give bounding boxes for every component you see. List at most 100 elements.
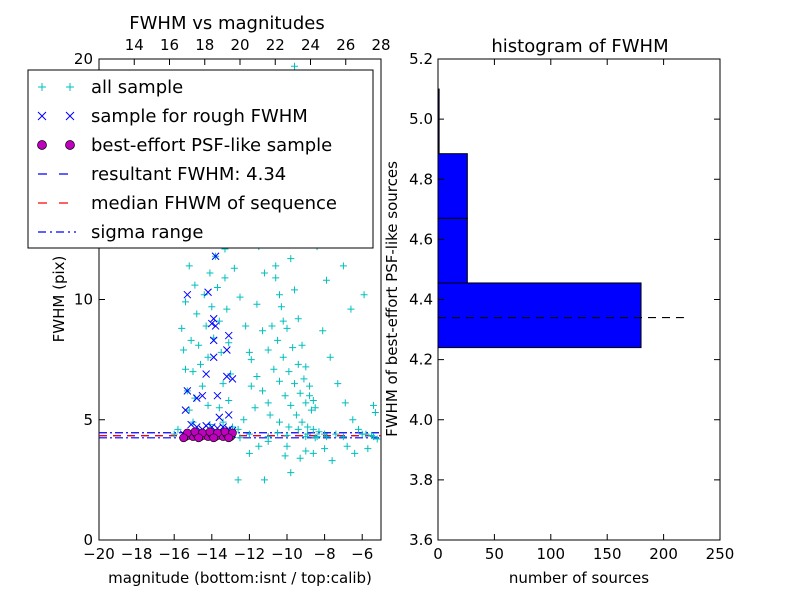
- point-0-88: [266, 411, 274, 419]
- hist-x-tick-label-4: 200: [649, 545, 678, 563]
- histogram-bar-2: [437, 153, 468, 219]
- legend-marker-2-1: [65, 140, 75, 150]
- point-0-17: [208, 303, 216, 311]
- point-0-121: [347, 305, 355, 313]
- point-0-38: [219, 418, 227, 426]
- point-1-13: [202, 370, 211, 378]
- point-0-73: [274, 336, 282, 344]
- histogram-bars: [437, 88, 642, 349]
- point-0-126: [343, 442, 351, 450]
- point-0-137: [296, 454, 304, 462]
- scatter-x-ticks: −20 −18 −16 −14 −12 −10 −8 −6: [83, 534, 373, 563]
- point-0-112: [319, 327, 327, 335]
- y-tick-label-3: 20: [74, 50, 93, 68]
- point-0-54: [306, 382, 314, 390]
- point-0-132: [245, 449, 253, 457]
- legend-entry-2: best-effort PSF-like sample: [37, 135, 332, 156]
- point-0-51: [294, 315, 302, 323]
- point-0-16: [206, 269, 214, 277]
- point-0-83: [289, 344, 297, 352]
- legend-marker-0-0: [38, 83, 46, 91]
- legend-marker-1-1: [65, 111, 75, 121]
- legend-box: [27, 69, 374, 249]
- point-0-58: [264, 346, 272, 354]
- legend-label-2: best-effort PSF-like sample: [91, 135, 332, 156]
- hist-y-tick-label-0: 3.6: [409, 531, 433, 549]
- point-0-0: [178, 324, 186, 332]
- point-0-89: [275, 418, 283, 426]
- legend-label-5: sigma range: [91, 222, 203, 243]
- histogram-plot: histogram of FWHM 0 50 100 150 200 250 3.6 3.8…: [383, 36, 734, 587]
- point-0-139: [328, 457, 336, 465]
- histogram-bar-1: [437, 217, 468, 284]
- point-0-154: [358, 430, 366, 438]
- point-0-33: [204, 401, 212, 409]
- point-0-120: [339, 262, 347, 270]
- scatter-y-ticks: 0 5 10 20: [74, 50, 105, 549]
- point-0-90: [285, 423, 293, 431]
- point-1-4: [209, 314, 218, 323]
- point-0-56: [253, 300, 261, 308]
- point-0-134: [260, 476, 268, 484]
- point-0-57: [259, 327, 267, 335]
- point-0-85: [300, 375, 308, 383]
- point-0-143: [371, 409, 379, 417]
- point-0-65: [304, 423, 312, 431]
- point-2-22: [209, 433, 218, 443]
- histogram-y-label: FWHM of best-effort PSF-like sources: [383, 161, 401, 437]
- point-0-78: [302, 399, 310, 407]
- point-0-79: [307, 406, 315, 414]
- point-0-107: [245, 348, 253, 356]
- point-0-23: [219, 380, 227, 388]
- x-tick-label-2: −16: [158, 545, 190, 563]
- legend-entry-4: median FHWM of sequence: [38, 193, 337, 214]
- y-tick-label-1: 5: [83, 411, 93, 429]
- point-0-66: [309, 425, 317, 433]
- scatter-x-label: magnitude (bottom:isnt / top:calib): [108, 569, 372, 587]
- point-1-15: [198, 391, 207, 400]
- point-0-138: [309, 449, 317, 457]
- point-0-75: [285, 368, 293, 376]
- point-0-84: [294, 360, 302, 368]
- legend-label-4: median FHWM of sequence: [91, 193, 337, 214]
- point-0-140: [351, 449, 359, 457]
- point-2-20: [179, 433, 188, 443]
- point-0-144: [170, 430, 178, 438]
- hist-x-tick-label-0: 0: [433, 545, 443, 563]
- scatter-plot: FWHM vs magnitudes −20 −18 −16 −14 −12 −10 −8−…: [50, 13, 391, 587]
- point-0-24: [221, 274, 229, 282]
- point-0-87: [311, 404, 319, 412]
- point-0-25: [223, 305, 231, 313]
- point-0-95: [332, 430, 340, 438]
- point-0-9: [193, 310, 201, 318]
- point-0-129: [283, 442, 291, 450]
- point-0-115: [341, 399, 349, 407]
- point-0-72: [268, 322, 276, 330]
- point-0-35: [225, 397, 233, 405]
- point-0-7: [189, 368, 197, 376]
- point-0-22: [217, 348, 225, 356]
- point-0-114: [334, 380, 342, 388]
- point-0-61: [281, 392, 289, 400]
- point-0-59: [270, 365, 278, 373]
- legend-entry-5: sigma range: [38, 222, 203, 243]
- point-0-47: [279, 317, 287, 325]
- point-0-15: [204, 353, 212, 361]
- point-0-153: [339, 433, 347, 441]
- point-0-158: [274, 429, 282, 437]
- histogram-x-ticks: 0 50 100 150 200 250: [433, 59, 734, 563]
- point-0-77: [296, 389, 304, 397]
- legend-marker-1-0: [37, 111, 47, 121]
- point-0-1: [180, 346, 188, 354]
- point-2-21: [194, 433, 203, 443]
- point-0-113: [326, 353, 334, 361]
- point-0-149: [264, 433, 272, 441]
- point-1-21: [187, 420, 195, 429]
- point-0-135: [287, 469, 295, 477]
- legend-entry-1: sample for rough FWHM: [37, 106, 308, 127]
- legend-marker-2-0: [37, 140, 47, 150]
- point-0-131: [255, 442, 263, 450]
- point-0-42: [260, 269, 268, 277]
- y-tick-label-0: 0: [83, 531, 93, 549]
